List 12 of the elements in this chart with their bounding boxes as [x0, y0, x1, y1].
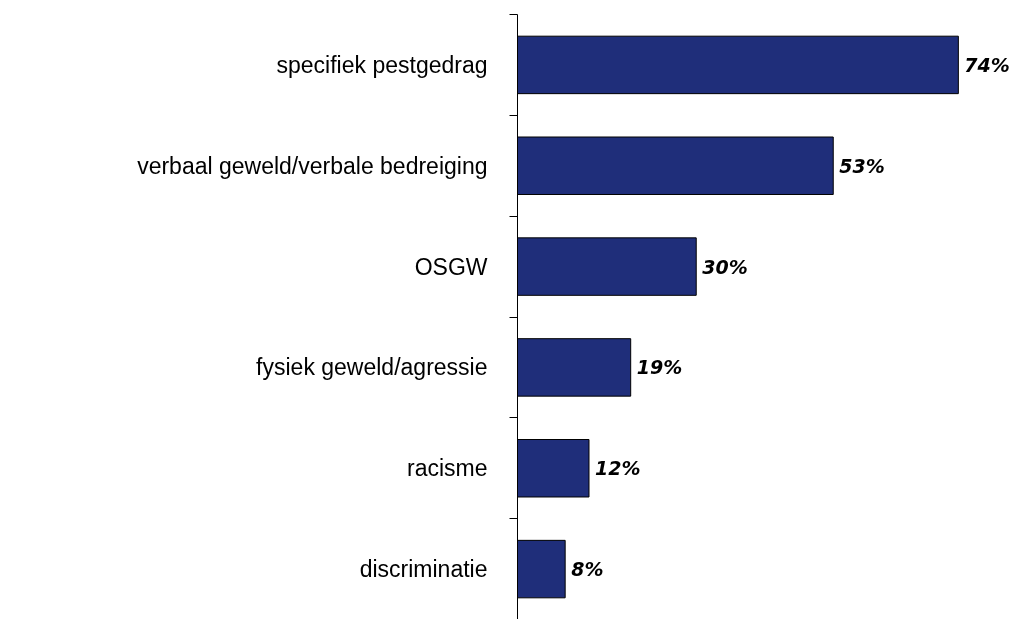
y-tick-label: OSGW: [414, 253, 488, 280]
data-label: 74%: [964, 53, 1010, 76]
y-tick-label: fysiek geweld/agressie: [256, 354, 488, 381]
y-tick-label: verbaal geweld/verbale bedreiging: [137, 152, 488, 179]
y-tick-label: specifiek pestgedrag: [276, 51, 488, 78]
y-tick-label: discriminatie: [359, 556, 488, 583]
y-tick-label: racisme: [406, 455, 488, 482]
data-label: 19%: [636, 356, 683, 379]
data-label: 8%: [571, 558, 604, 581]
data-label: 12%: [594, 457, 641, 480]
data-label: 30%: [702, 255, 748, 278]
data-label: 53%: [839, 154, 885, 177]
